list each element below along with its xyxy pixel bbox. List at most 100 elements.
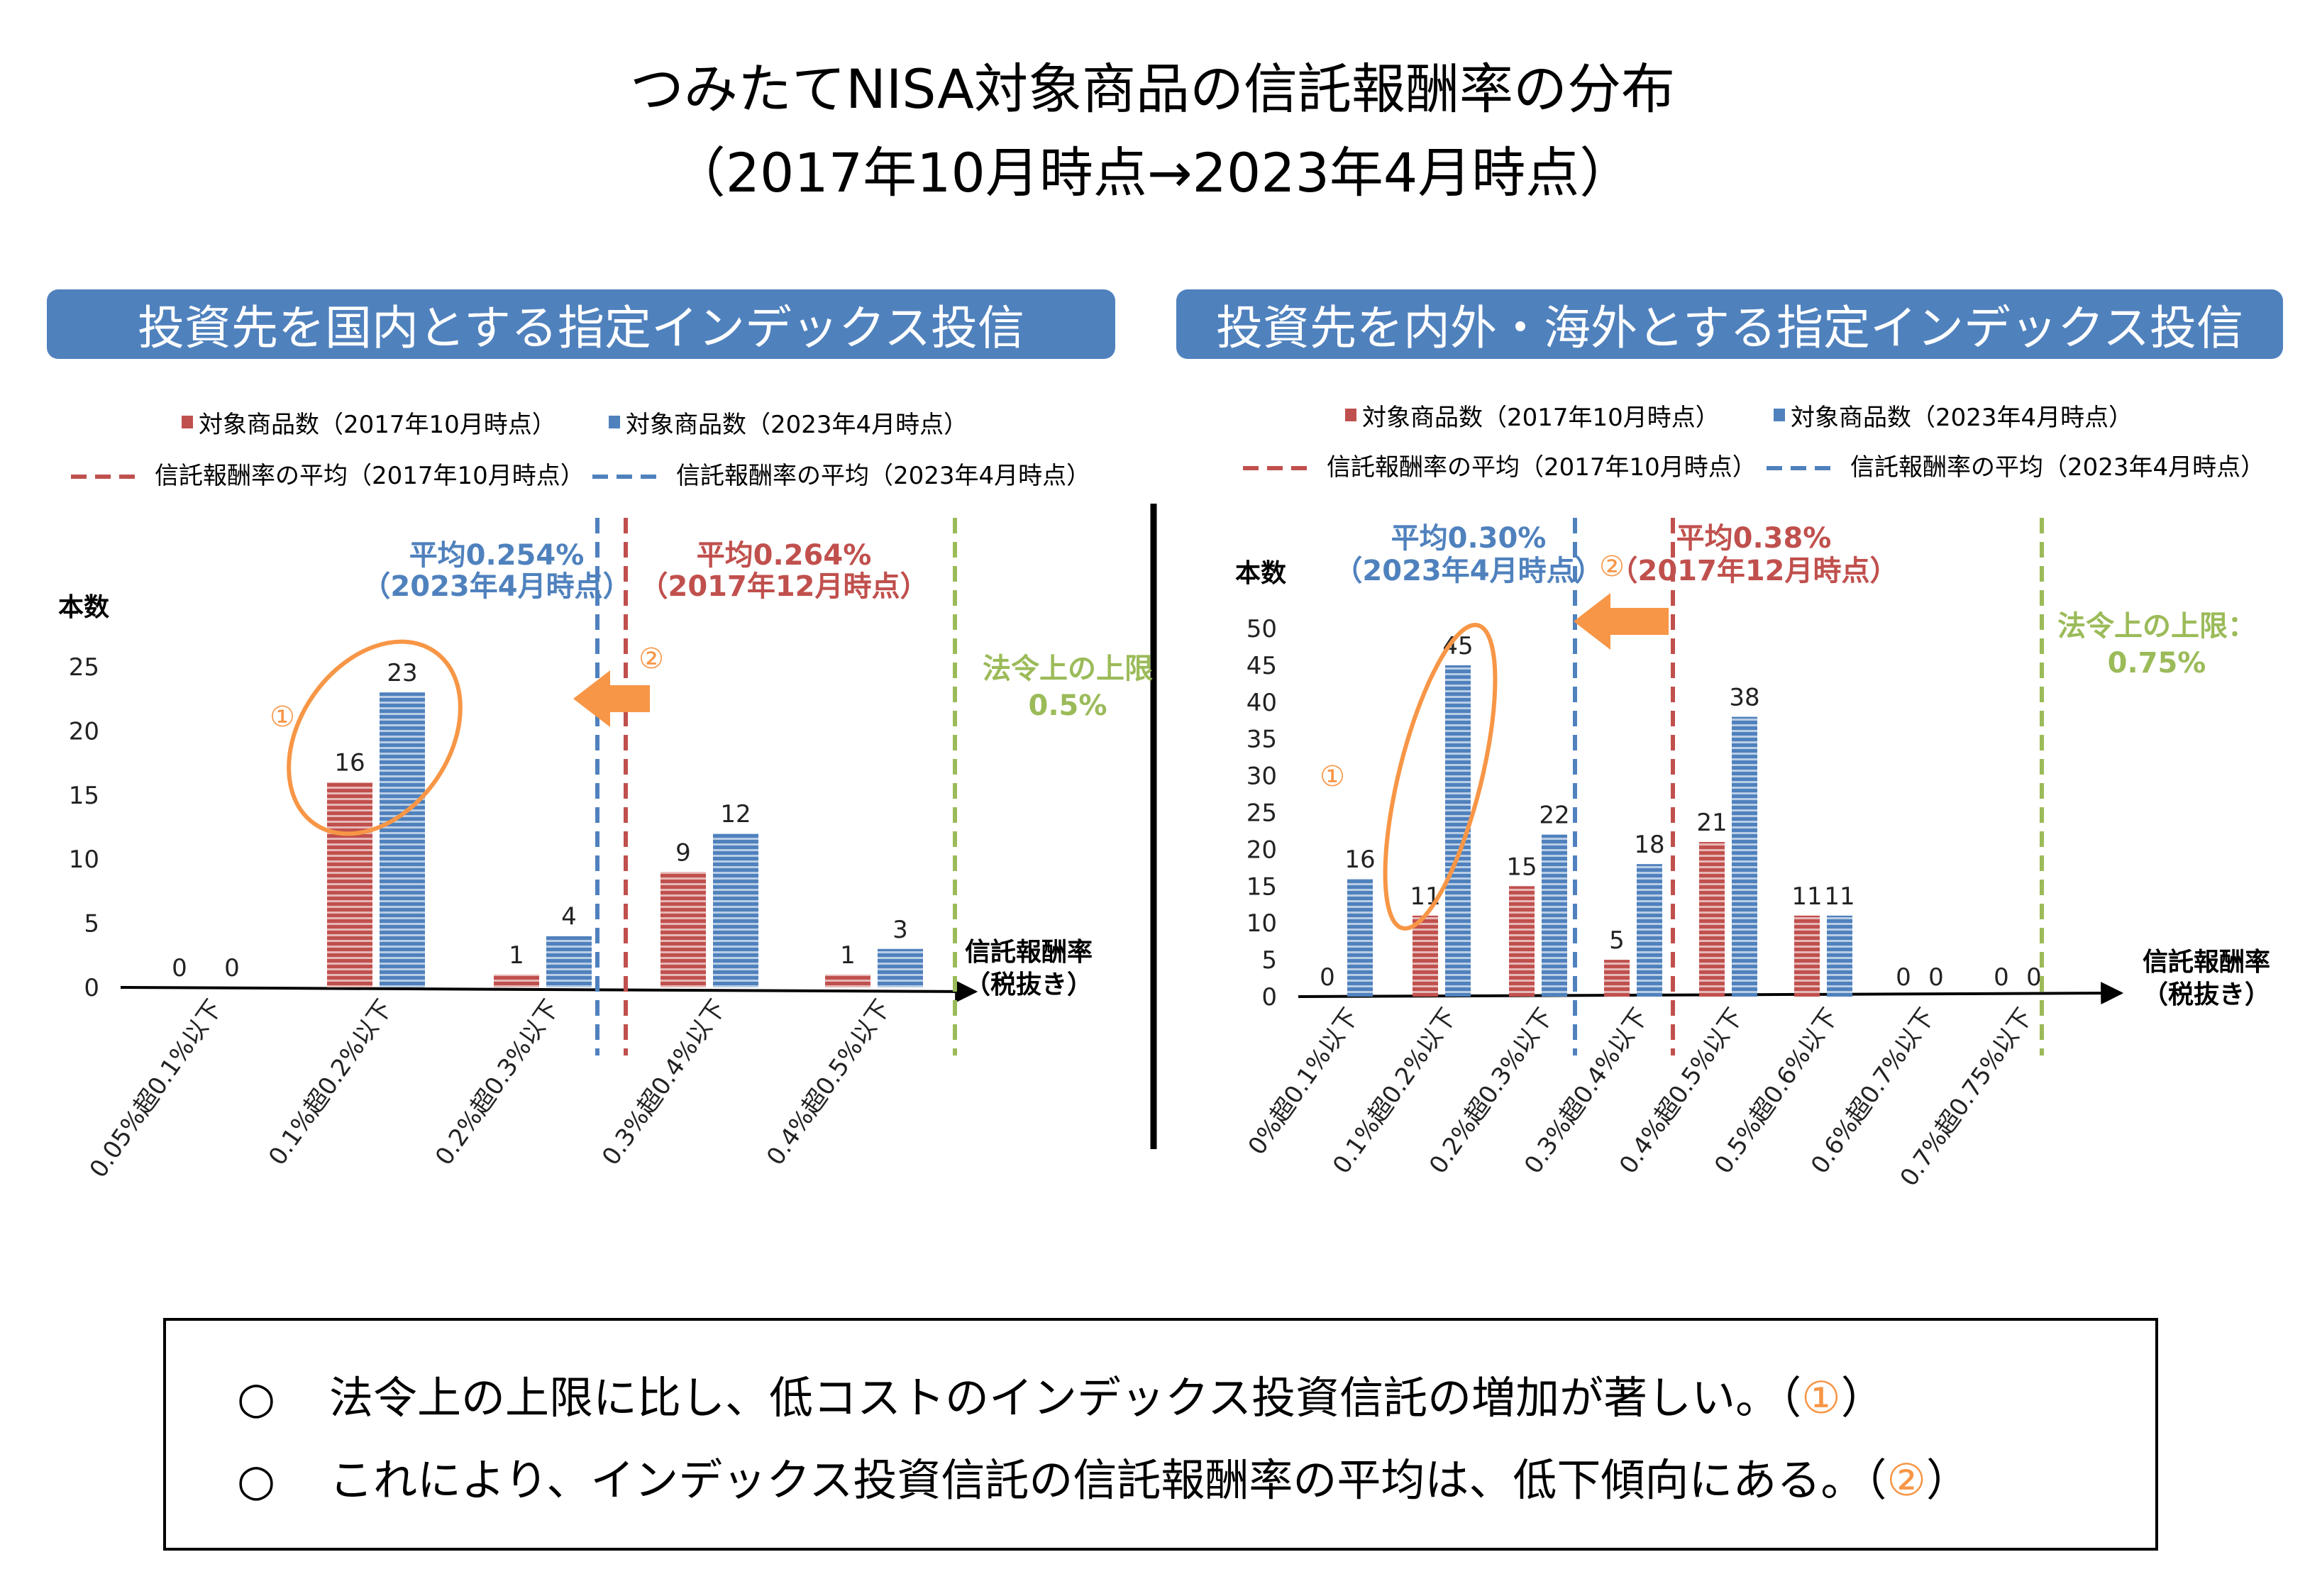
legend-label-2023: 対象商品数（2023年4月時点） (626, 411, 968, 439)
y-tick-label: 40 (1247, 689, 1277, 717)
bar (1604, 960, 1630, 997)
bar (1509, 886, 1535, 997)
data-label: 21 (1696, 809, 1727, 837)
legal-limit-label: 0.75% (2108, 647, 2206, 680)
y-tick-label: 5 (1261, 946, 1277, 975)
right-panel-header: 投資先を内外・海外とする指定インデックス投信 (1176, 289, 2283, 359)
avg-2023-label: 平均0.30% (1391, 522, 1547, 555)
avg-2023-label: （2023年4月時点） (362, 570, 631, 603)
data-label: 11 (1824, 882, 1854, 911)
data-label: 4 (561, 903, 577, 931)
legend-label-2023: 対象商品数（2023年4月時点） (1791, 404, 2133, 432)
avg-2017-label: （2017年12月時点） (640, 570, 929, 603)
x-tick-label: 0.3%超0.4%以下 (597, 994, 731, 1170)
left-panel-header: 投資先を国内とする指定インデックス投信 (47, 289, 1115, 359)
x-axis-label: （税抜き） (2143, 980, 2270, 1009)
bar (1413, 915, 1438, 997)
y-tick-label: 5 (84, 910, 99, 938)
note-marker: ① (1801, 1372, 1841, 1424)
data-label: 16 (334, 749, 365, 777)
data-label: 0 (1994, 963, 2009, 992)
x-axis-label: 信託報酬率 (965, 938, 1093, 967)
marker-2: ② (1599, 550, 1625, 583)
avg-2017-label: 平均0.38% (1676, 522, 1832, 555)
left-legend: 対象商品数（2017年10月時点） 対象商品数（2023年4月時点） 信託報酬率… (71, 411, 1090, 490)
note-end: ） (1840, 1372, 1885, 1424)
legend-swatch-2023 (1774, 409, 1785, 421)
y-tick-label: 20 (1247, 836, 1277, 864)
bar (878, 948, 923, 987)
y-tick-label: 10 (1247, 909, 1277, 938)
note-bullet: ○ (237, 1372, 276, 1424)
y-tick-label: 15 (1247, 872, 1277, 901)
left-arrow-icon (1574, 593, 1669, 650)
note-text: 法令上の上限に比し、低コストのインデックス投資信託の増加が著しい。（ (329, 1372, 1802, 1424)
data-label: 3 (892, 916, 908, 944)
bar (1794, 915, 1820, 997)
x-axis-line (120, 980, 978, 1003)
bar (1347, 878, 1373, 997)
data-label: 11 (1791, 882, 1822, 911)
data-label: 0 (172, 954, 187, 982)
note-bullet: ○ (237, 1454, 276, 1506)
highlight-ellipse (287, 639, 463, 836)
data-label: 0 (1896, 963, 1911, 992)
bar (1699, 842, 1725, 997)
data-label: 0 (1928, 963, 1944, 992)
data-label: 38 (1729, 684, 1759, 712)
note-line-1: ○ 法令上の上限に比し、低コストのインデックス投資信託の増加が著しい。（①） (237, 1376, 1885, 1420)
avg-2023-label: 平均0.254% (409, 539, 585, 572)
y-tick-label: 25 (1247, 799, 1277, 828)
note-marker: ② (1886, 1454, 1927, 1506)
note-end: ） (1926, 1454, 1971, 1506)
page-subtitle: （2017年10月時点→2023年4月時点） (671, 141, 1634, 204)
note-text: これにより、インデックス投資信託の信託報酬率の平均は、低下傾向にある。（ (329, 1454, 1887, 1506)
legend-avg-label-2017: 信託報酬率の平均（2017年10月時点） (155, 462, 585, 490)
bar (494, 974, 539, 987)
data-label: 15 (1506, 853, 1537, 881)
legend-avg-label-2023: 信託報酬率の平均（2023年4月時点） (1850, 453, 2265, 482)
legend-label-2017: 対象商品数（2017年10月時点） (1362, 404, 1720, 432)
y-tick-label: 30 (1247, 763, 1277, 791)
y-axis-label: 本数 (1235, 559, 1286, 588)
legend-avg-label-2017: 信託報酬率の平均（2017年10月時点） (1327, 453, 1757, 482)
x-axis-label: （税抜き） (965, 970, 1093, 999)
y-tick-label: 20 (69, 717, 99, 746)
y-tick-label: 0 (84, 974, 99, 1002)
data-label: 0 (1320, 963, 1335, 992)
bar (1732, 716, 1757, 997)
notes-box: ○ 法令上の上限に比し、低コストのインデックス投資信託の増加が著しい。（①） ○ こ… (163, 1318, 2158, 1551)
data-label: 1 (509, 941, 524, 970)
x-tick-label: 0.2%超0.3%以下 (430, 994, 565, 1170)
bar (1637, 864, 1662, 997)
data-label: 9 (675, 838, 691, 867)
left-arrow-icon (573, 670, 650, 727)
y-axis-label: 本数 (58, 593, 109, 622)
y-tick-label: 35 (1247, 726, 1277, 754)
bar (546, 936, 592, 987)
right-legend: 対象商品数（2017年10月時点） 対象商品数（2023年4月時点） 信託報酬率… (1243, 404, 2265, 482)
legend-swatch-2023 (609, 416, 620, 428)
legend-label-2017: 対象商品数（2017年10月時点） (199, 411, 556, 439)
data-label: 5 (1609, 926, 1625, 955)
bar (713, 833, 758, 987)
y-tick-label: 0 (1261, 983, 1277, 1012)
data-label: 12 (720, 800, 751, 829)
data-label: 11 (1410, 882, 1440, 911)
y-tick-label: 50 (1247, 615, 1277, 643)
x-axis-label: 信託報酬率 (2143, 948, 2270, 977)
note-line-2: ○ これにより、インデックス投資信託の信託報酬率の平均は、低下傾向にある。（②） (237, 1458, 1970, 1502)
bar (327, 782, 372, 987)
data-label: 22 (1539, 802, 1569, 830)
y-tick-label: 10 (69, 846, 99, 874)
y-tick-label: 15 (69, 782, 99, 810)
data-label: 23 (387, 659, 417, 687)
data-label: 0 (224, 954, 240, 982)
legal-limit-label: 法令上の上限： (2057, 610, 2256, 643)
marker-1: ① (1320, 760, 1345, 793)
avg-2017-label: （2017年12月時点） (1610, 555, 1898, 587)
legend-avg-label-2023: 信託報酬率の平均（2023年4月時点） (676, 462, 1090, 490)
data-label: 16 (1344, 846, 1375, 874)
legend-swatch-2017 (1345, 409, 1356, 421)
